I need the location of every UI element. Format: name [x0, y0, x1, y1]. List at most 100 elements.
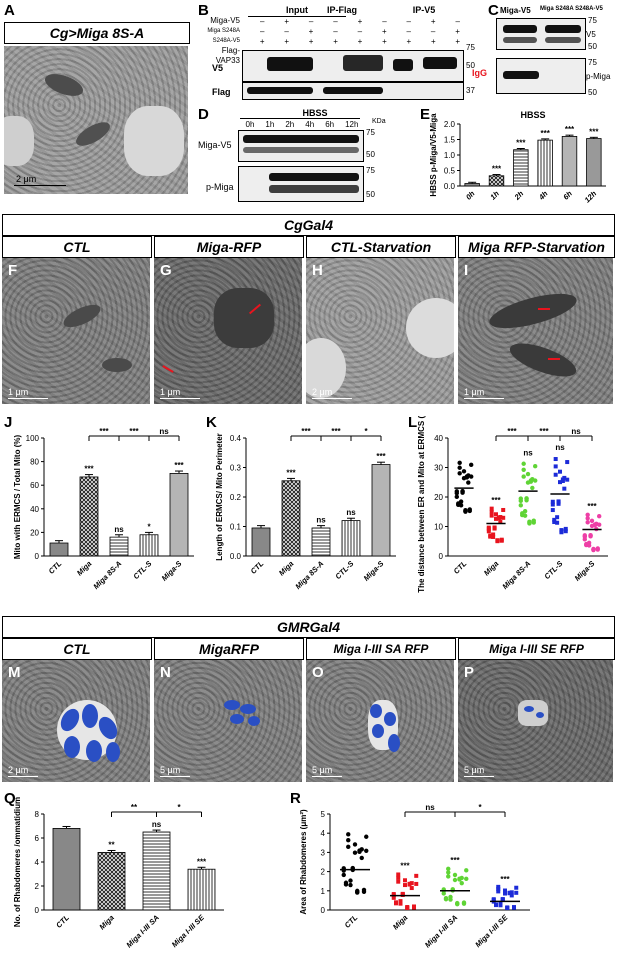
panel-h-em-image [306, 258, 454, 404]
data-point [461, 900, 467, 905]
data-point [412, 904, 416, 909]
data-point [409, 881, 414, 886]
bar [311, 527, 331, 557]
panel-i-em-image [458, 258, 613, 404]
significance-label: *** [540, 129, 550, 138]
bracket-label: * [478, 803, 482, 812]
d-unit: KDa [372, 118, 386, 125]
data-point [514, 885, 519, 890]
y-tick-label: 20 [30, 528, 39, 537]
significance-label: *** [500, 875, 510, 884]
data-point [352, 850, 358, 855]
data-point [500, 897, 505, 902]
y-tick-label: 2.0 [444, 120, 456, 129]
data-point [452, 877, 458, 883]
category-label: Miga [75, 559, 93, 577]
bar [488, 175, 505, 187]
data-point [524, 496, 529, 501]
blot-d-v5 [238, 130, 364, 162]
bar [187, 868, 216, 911]
significance-label: ns [316, 516, 326, 525]
data-point [552, 517, 557, 522]
d-times: 0h 1h 2h 4h 6h 12h [245, 120, 359, 129]
category-label: CTL [249, 559, 266, 576]
bracket-label: *** [539, 427, 549, 436]
bar [371, 464, 391, 557]
data-point [343, 880, 349, 885]
data-point [533, 478, 538, 483]
data-point [550, 499, 555, 504]
blot-d-pmiga [238, 166, 364, 202]
data-point [498, 519, 503, 524]
y-tick-label: 8 [35, 810, 40, 819]
bracket-label: ns [571, 427, 581, 436]
col-ctl-starvation: CTL-Starvation [306, 236, 456, 258]
significance-label: *** [174, 461, 184, 470]
y-tick-label: 1.5 [444, 136, 456, 145]
significance-label: *** [376, 452, 386, 461]
data-point [357, 849, 362, 855]
y-axis-label: Mito with ERMCS / Total Mito (%) [13, 435, 22, 560]
y-tick-label: 0.5 [444, 167, 456, 176]
scale-text-i: 1 μm [464, 387, 485, 397]
category-label: 12h [583, 189, 599, 205]
significance-label: *** [450, 856, 460, 865]
scale-text-g: 1 μm [160, 387, 181, 397]
scale-bar-m [8, 776, 38, 777]
y-tick-label: 40 [434, 434, 443, 443]
data-point [553, 472, 558, 477]
data-point [550, 502, 555, 507]
data-point [405, 906, 410, 911]
scale-bar-p [464, 776, 494, 777]
significance-label: ns [523, 449, 533, 458]
data-point [591, 547, 596, 553]
y-tick-label: 4 [35, 858, 40, 867]
significance-label: ns [114, 525, 124, 534]
panel-a-em-image [4, 46, 188, 194]
bar [561, 135, 578, 187]
data-point [464, 876, 469, 882]
data-point [459, 880, 464, 886]
panel-label-l: L [408, 414, 418, 431]
bracket-label: ns [425, 803, 435, 812]
bracket-label: *** [507, 427, 517, 436]
data-point [555, 515, 560, 520]
data-point [457, 465, 462, 470]
significance-label: *** [516, 138, 526, 147]
bar [169, 473, 189, 557]
scale-bar-o [312, 776, 342, 777]
scale-text-o: 5 μm [312, 765, 333, 775]
data-point [414, 881, 419, 886]
data-point [553, 457, 558, 462]
y-axis-label: The distance between ER and Mito at ERMC… [417, 416, 426, 593]
data-point [555, 520, 560, 525]
y-tick-label: 2 [35, 882, 40, 891]
data-point [346, 838, 351, 843]
data-point [463, 509, 468, 514]
data-point [518, 503, 523, 508]
panel-label-m: M [8, 664, 21, 681]
data-point [391, 892, 396, 897]
data-point [396, 875, 401, 880]
data-point [446, 870, 451, 875]
y-tick-label: 0 [321, 906, 326, 915]
data-point [531, 518, 536, 523]
panel-label-g: G [160, 262, 172, 279]
data-point [403, 883, 407, 888]
bracket-label: ns [159, 427, 169, 436]
data-point [521, 467, 526, 472]
y-tick-label: 0.1 [230, 523, 242, 532]
data-point [595, 546, 600, 551]
data-point [588, 532, 593, 538]
significance-label: *** [491, 496, 501, 505]
data-point [496, 516, 501, 521]
category-label: 6h [561, 189, 574, 202]
category-label: 1h [488, 189, 501, 202]
data-point [505, 906, 510, 911]
group-input: Input [286, 5, 308, 15]
panel-b-rowlabels: Miga-V5 Miga S248A S248A-V5 Flag-VAP33 [204, 16, 240, 66]
scale-bar-i [464, 398, 504, 399]
data-point [346, 832, 351, 837]
data-point [533, 464, 538, 469]
category-label: Miga [97, 913, 115, 931]
